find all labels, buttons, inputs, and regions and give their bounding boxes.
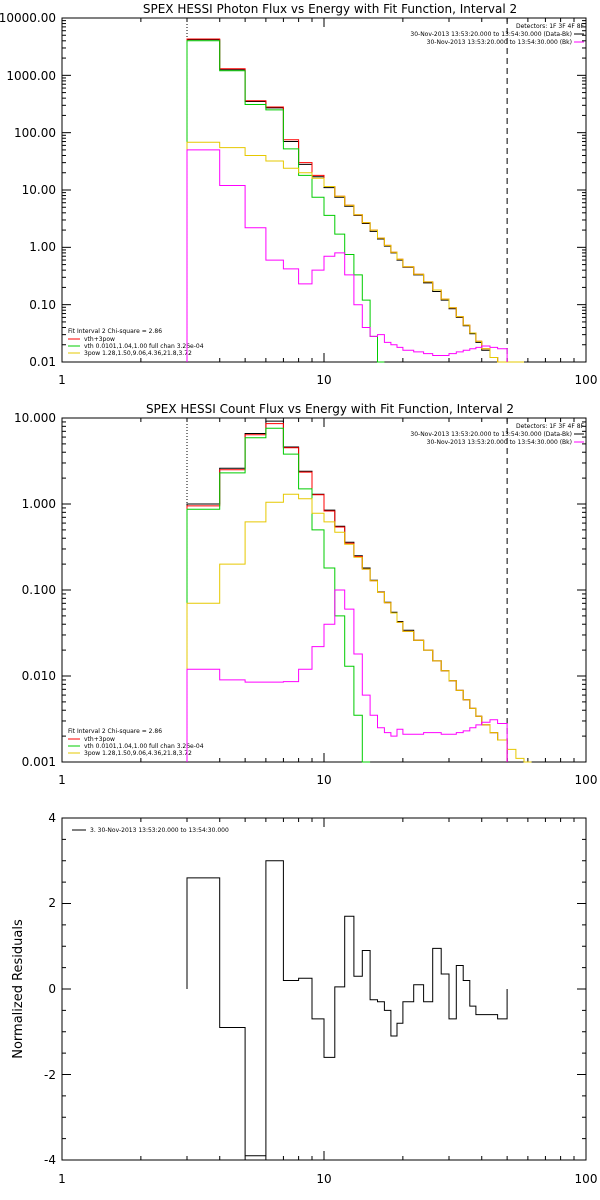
resid-x-tick-1: 1	[58, 1172, 66, 1186]
series-line-3	[186, 141, 524, 363]
photon-flux-marks	[61, 17, 587, 363]
count-y-tick-1.000: 1.000	[22, 497, 56, 511]
count-legend-data-bk: 30-Nov-2013 13:53:20.000 to 13:54:30.000…	[410, 431, 572, 438]
resid-x-tick-10: 10	[316, 1172, 331, 1186]
series-line-1	[186, 38, 508, 363]
photon-y-tick-0.01: 0.01	[29, 355, 56, 369]
series-line-4	[186, 589, 508, 762]
series-line-1	[186, 423, 508, 762]
count-legend-vth3pow: vth+3pow	[84, 736, 115, 743]
photon-legend-data-bk: 30-Nov-2013 13:53:20.000 to 13:54:30.000…	[410, 31, 572, 38]
photon-y-tick-0.10: 0.10	[29, 298, 56, 312]
photon-y-tick-1.00: 1.00	[29, 240, 56, 254]
photon-y-tick-10.00: 10.00	[22, 183, 56, 197]
resid-y-tick-4: 4	[48, 811, 56, 825]
count-y-tick-0.010: 0.010	[22, 669, 56, 683]
resid-legend-interval: 3. 30-Nov-2013 13:53:20.000 to 13:54:30.…	[90, 827, 229, 834]
resid-y-tick-2: 2	[48, 896, 56, 910]
count-y-tick-0.001: 0.001	[22, 755, 56, 769]
photon-legend-vth: vth 0.0101,1.04,1.00 full chan 3.26e-04	[84, 343, 204, 350]
series-line-4	[186, 149, 508, 362]
photon-y-tick-100.00: 100.00	[14, 126, 56, 140]
count-legend-bk: 30-Nov-2013 13:53:20.000 to 13:54:30.000…	[427, 439, 572, 446]
series-line-0	[186, 860, 508, 1157]
photon-legend-3pow: 3pow 1.28,1.50,9.06,4.36,21.8,3.72	[84, 350, 192, 357]
resid-y-tick-neg4: -4	[44, 1153, 56, 1167]
count-y-tick-0.100: 0.100	[22, 583, 56, 597]
residuals-panel: 1 10 100 -4 -2 0 2 4 Normalized Residual…	[11, 811, 597, 1186]
count-legend-fit-interval: Fit Interval 2 Chi-square = 2.86	[68, 728, 162, 735]
resid-y-axis-label: Normalized Residuals	[11, 919, 26, 1059]
resid-y-tick-0: 0	[48, 982, 56, 996]
photon-legend-bk: 30-Nov-2013 13:53:20.000 to 13:54:30.000…	[427, 39, 572, 46]
count-legend-vth: vth 0.0101,1.04,1.00 full chan 3.26e-04	[84, 743, 204, 750]
residuals-marks	[61, 817, 587, 1161]
resid-y-tick-neg2: -2	[44, 1068, 56, 1082]
series-line-2	[186, 427, 371, 763]
photon-flux-panel: SPEX HESSI Photon Flux vs Energy with Fi…	[0, 2, 597, 387]
photon-x-tick-1: 1	[58, 373, 66, 387]
series-line-2	[186, 40, 385, 363]
photon-flux-title: SPEX HESSI Photon Flux vs Energy with Fi…	[143, 2, 517, 16]
photon-legend-vth3pow: vth+3pow	[84, 336, 115, 343]
count-legend-3pow: 3pow 1.28,1.50,9.06,4.36,21.8,3.72	[84, 750, 192, 757]
photon-y-tick-10000.00: 10000.00	[0, 11, 56, 25]
series-line-3	[186, 493, 532, 763]
count-flux-marks	[61, 417, 587, 763]
photon-x-tick-100: 100	[575, 373, 598, 387]
count-x-tick-10: 10	[316, 773, 331, 787]
count-flux-panel: SPEX HESSI Count Flux vs Energy with Fit…	[14, 402, 597, 787]
count-flux-title: SPEX HESSI Count Flux vs Energy with Fit…	[146, 402, 514, 416]
photon-legend-fit-interval: Fit Interval 2 Chi-square = 2.86	[68, 328, 162, 335]
photon-legend-detectors: Detectors: 1F 3F 4F 8F	[516, 23, 585, 30]
resid-x-tick-100: 100	[575, 1172, 598, 1186]
count-y-tick-10.000: 10.000	[14, 411, 56, 425]
photon-y-tick-1000.00: 1000.00	[6, 69, 56, 83]
series-line-0	[186, 39, 508, 363]
count-x-tick-1: 1	[58, 773, 66, 787]
count-x-tick-100: 100	[575, 773, 598, 787]
count-legend-detectors: Detectors: 1F 3F 4F 8F	[516, 423, 585, 430]
photon-x-tick-10: 10	[316, 373, 331, 387]
series-line-0	[186, 420, 508, 762]
